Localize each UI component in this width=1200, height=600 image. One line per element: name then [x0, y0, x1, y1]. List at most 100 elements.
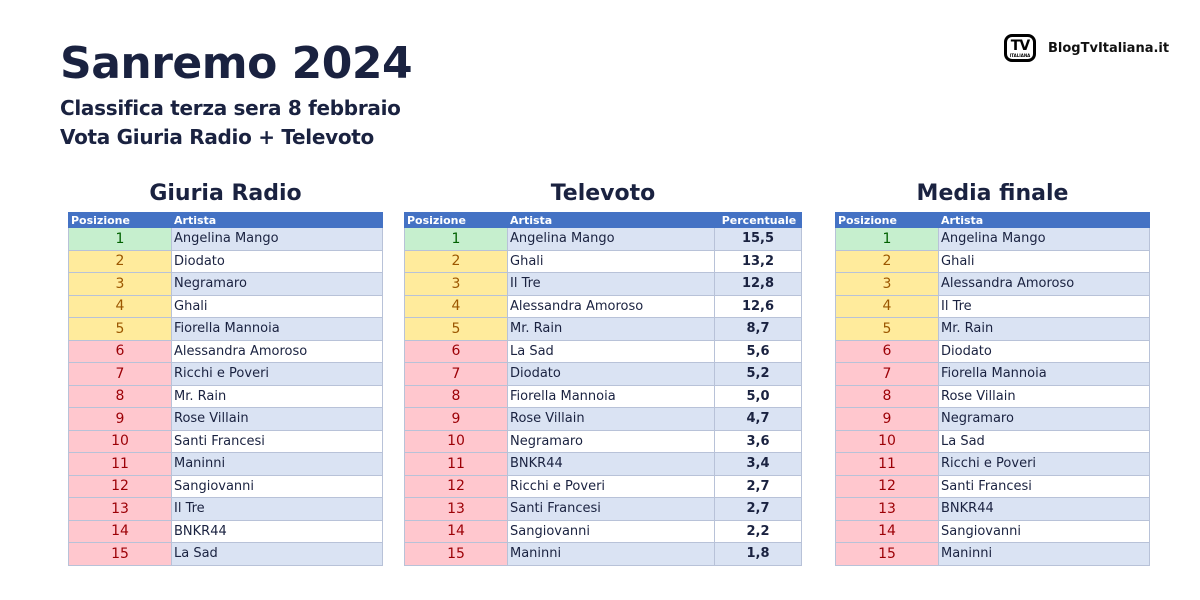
table-title: Media finale — [916, 181, 1069, 206]
position-cell: 10 — [835, 429, 939, 453]
artist-cell: Ricchi e Poveri — [938, 452, 1150, 476]
percentage-cell: 15,5 — [714, 227, 802, 251]
position-cell: 2 — [404, 249, 508, 273]
percentage-cell: 5,6 — [714, 339, 802, 363]
table-row: 7 Ricchi e Poveri — [68, 362, 383, 386]
position-cell: 7 — [835, 362, 939, 386]
artist-cell: Rose Villain — [507, 407, 715, 431]
table-row: 6 Diodato — [835, 339, 1150, 363]
ranking-table: Posizione Artista Percentuale 1 Angelina … — [404, 212, 802, 566]
artist-cell: Angelina Mango — [171, 227, 383, 251]
artist-cell: Santi Francesi — [938, 474, 1150, 498]
position-cell: 12 — [68, 474, 172, 498]
position-cell: 5 — [404, 317, 508, 341]
ranking-table: Posizione Artista 1 Angelina Mango 2 Diodat… — [68, 212, 383, 566]
position-cell: 5 — [835, 317, 939, 341]
table-header-row: Posizione Artista — [835, 212, 1150, 228]
percentage-cell: 1,8 — [714, 542, 802, 566]
table-title: Giuria Radio — [149, 181, 302, 206]
position-cell: 6 — [835, 339, 939, 363]
position-cell: 9 — [68, 407, 172, 431]
artist-cell: Diodato — [171, 249, 383, 273]
position-cell: 11 — [404, 452, 508, 476]
table-row: 2 Ghali — [835, 249, 1150, 273]
position-cell: 10 — [68, 429, 172, 453]
percentage-cell: 8,7 — [714, 317, 802, 341]
page-title: Sanremo 2024 — [60, 38, 413, 89]
table-row: 14 BNKR44 — [68, 519, 383, 543]
table-televoto: Televoto Posizione Artista Percentuale 1… — [404, 180, 802, 566]
artist-cell: Alessandra Amoroso — [938, 272, 1150, 296]
position-cell: 4 — [404, 294, 508, 318]
table-row: 9 Rose Villain — [68, 407, 383, 431]
table-row: 12 Santi Francesi — [835, 474, 1150, 498]
brand[interactable]: TV ITALIANA BlogTvItaliana.it — [1004, 34, 1169, 62]
artist-cell: BNKR44 — [507, 452, 715, 476]
artist-cell: La Sad — [171, 542, 383, 566]
table-row: 14 Sangiovanni — [835, 519, 1150, 543]
position-cell: 14 — [404, 519, 508, 543]
position-cell: 9 — [404, 407, 508, 431]
table-media-finale: Media finale Posizione Artista 1 Angelina… — [835, 180, 1150, 566]
position-cell: 4 — [68, 294, 172, 318]
artist-cell: Alessandra Amoroso — [507, 294, 715, 318]
page-subtitle-date: Classifica terza sera 8 febbraio — [60, 96, 401, 120]
artist-cell: Fiorella Mannoia — [507, 384, 715, 408]
table-row: 13 Il Tre — [68, 497, 383, 521]
artist-cell: Negramaro — [507, 429, 715, 453]
artist-cell: Santi Francesi — [171, 429, 383, 453]
artist-cell: Diodato — [938, 339, 1150, 363]
percentage-cell: 2,7 — [714, 474, 802, 498]
artist-cell: Mr. Rain — [938, 317, 1150, 341]
position-cell: 15 — [68, 542, 172, 566]
table-giuria-radio: Giuria Radio Posizione Artista 1 Angelina… — [68, 180, 383, 566]
tv-logo-icon: TV ITALIANA — [1004, 34, 1036, 62]
position-cell: 15 — [404, 542, 508, 566]
percentage-cell: 12,6 — [714, 294, 802, 318]
table-row: 3 Il Tre 12,8 — [404, 272, 802, 296]
artist-cell: Fiorella Mannoia — [171, 317, 383, 341]
percentage-cell: 12,8 — [714, 272, 802, 296]
position-cell: 8 — [835, 384, 939, 408]
artist-cell: Il Tre — [938, 294, 1150, 318]
ranking-table: Posizione Artista 1 Angelina Mango 2 Ghali 3… — [835, 212, 1150, 566]
table-row: 11 BNKR44 3,4 — [404, 452, 802, 476]
table-row: 15 La Sad — [68, 542, 383, 566]
column-header-percentage: Percentuale — [714, 212, 802, 228]
artist-cell: Maninni — [938, 542, 1150, 566]
table-row: 12 Ricchi e Poveri 2,7 — [404, 474, 802, 498]
position-cell: 15 — [835, 542, 939, 566]
table-header-row: Posizione Artista — [68, 212, 383, 228]
table-row: 12 Sangiovanni — [68, 474, 383, 498]
artist-cell: Alessandra Amoroso — [171, 339, 383, 363]
position-cell: 3 — [68, 272, 172, 296]
column-header-artist: Artista — [171, 212, 383, 228]
position-cell: 8 — [404, 384, 508, 408]
table-row: 6 La Sad 5,6 — [404, 339, 802, 363]
artist-cell: Ricchi e Poveri — [171, 362, 383, 386]
artist-cell: Il Tre — [507, 272, 715, 296]
column-header-artist: Artista — [938, 212, 1150, 228]
artist-cell: BNKR44 — [171, 519, 383, 543]
percentage-cell: 2,7 — [714, 497, 802, 521]
position-cell: 2 — [835, 249, 939, 273]
artist-cell: Ghali — [171, 294, 383, 318]
artist-cell: Rose Villain — [171, 407, 383, 431]
artist-cell: Sangiovanni — [507, 519, 715, 543]
artist-cell: Fiorella Mannoia — [938, 362, 1150, 386]
artist-cell: Angelina Mango — [938, 227, 1150, 251]
artist-cell: La Sad — [507, 339, 715, 363]
position-cell: 3 — [404, 272, 508, 296]
table-row: 1 Angelina Mango — [835, 227, 1150, 251]
position-cell: 1 — [68, 227, 172, 251]
position-cell: 9 — [835, 407, 939, 431]
position-cell: 14 — [835, 519, 939, 543]
percentage-cell: 3,6 — [714, 429, 802, 453]
position-cell: 2 — [68, 249, 172, 273]
table-row: 13 Santi Francesi 2,7 — [404, 497, 802, 521]
table-row: 10 Negramaro 3,6 — [404, 429, 802, 453]
table-row: 13 BNKR44 — [835, 497, 1150, 521]
table-row: 8 Mr. Rain — [68, 384, 383, 408]
position-cell: 13 — [835, 497, 939, 521]
table-row: 9 Negramaro — [835, 407, 1150, 431]
